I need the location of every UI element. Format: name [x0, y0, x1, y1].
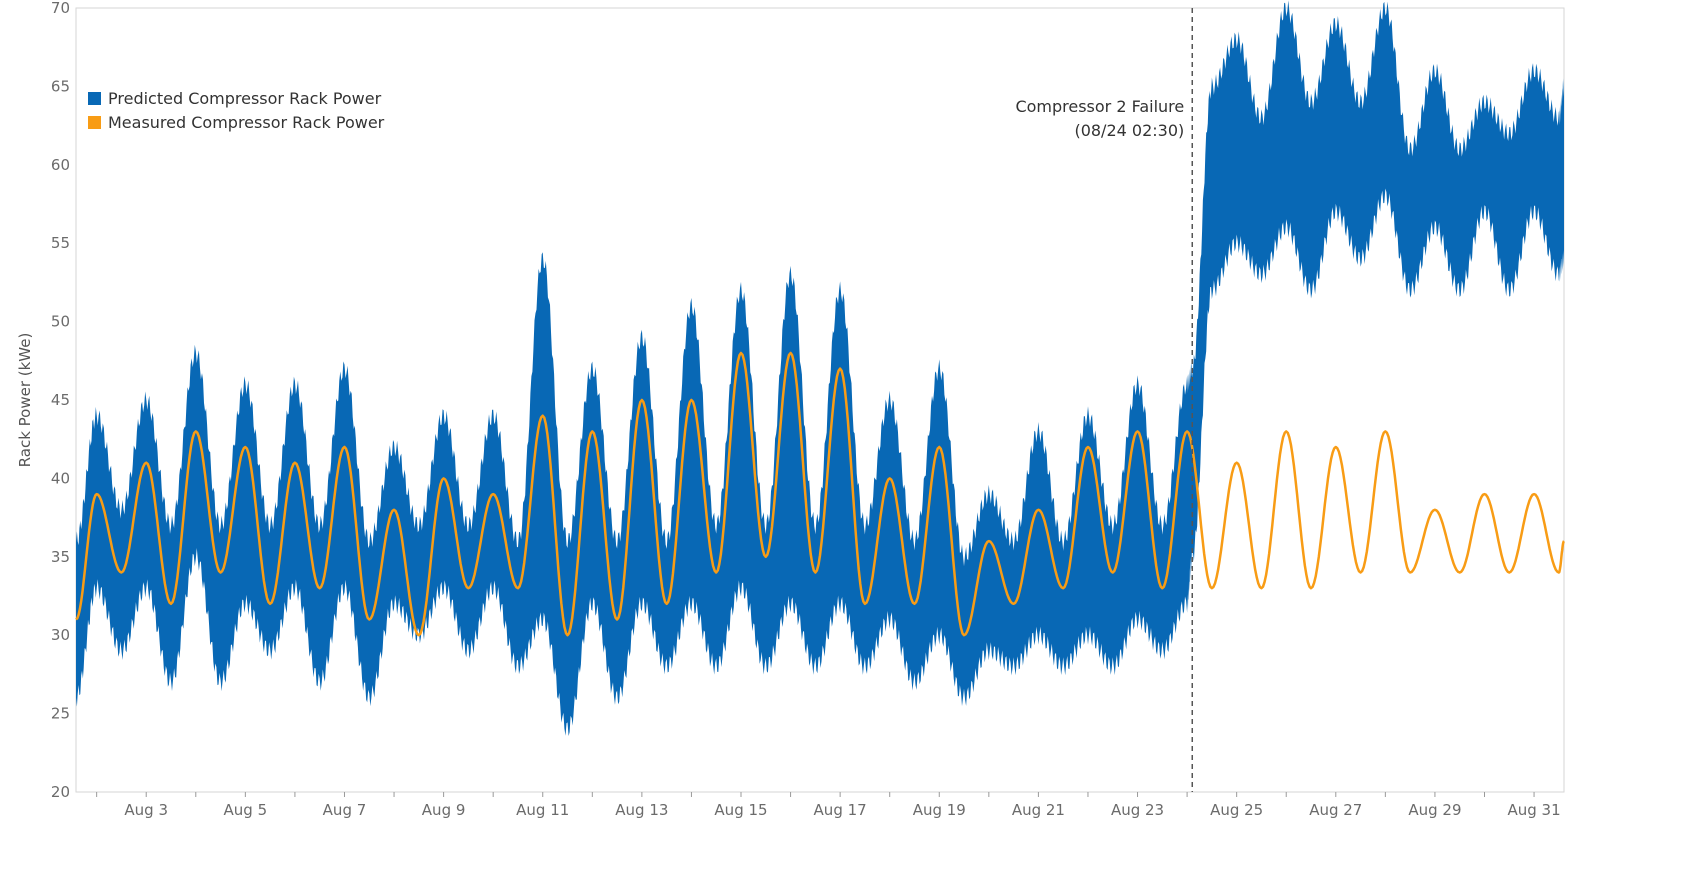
failure-annotation: Compressor 2 Failure (08/24 02:30): [1015, 8, 1194, 792]
x-tick-label: Aug 15: [714, 801, 767, 819]
x-tick-label: Aug 27: [1309, 801, 1362, 819]
y-tick-label: 65: [51, 77, 70, 95]
y-tick-label: 50: [51, 313, 70, 331]
x-tick-label: Aug 13: [615, 801, 668, 819]
y-tick-label: 60: [51, 156, 70, 174]
x-tick-label: Aug 5: [224, 801, 268, 819]
legend-label-predicted: Predicted Compressor Rack Power: [108, 89, 382, 108]
legend-swatch-predicted: [88, 92, 101, 105]
x-tick-label: Aug 3: [124, 801, 168, 819]
failure-annotation-time: (08/24 02:30): [1074, 121, 1184, 140]
x-tick-label: Aug 11: [516, 801, 569, 819]
x-tick-label: Aug 31: [1507, 801, 1560, 819]
y-axis: 20 25 30 35 40 45 50 55 60 65 70: [51, 0, 70, 801]
x-tick-label: Aug 17: [814, 801, 867, 819]
measured-power-line: [75, 351, 1565, 637]
failure-annotation-title: Compressor 2 Failure: [1015, 97, 1184, 116]
legend: Predicted Compressor Rack Power Measured…: [88, 89, 385, 132]
x-tick-label: Aug 9: [422, 801, 466, 819]
y-tick-label: 40: [51, 469, 70, 487]
y-tick-label: 55: [51, 234, 70, 252]
y-tick-label: 45: [51, 391, 70, 409]
legend-swatch-measured: [88, 116, 101, 129]
y-tick-label: 70: [51, 0, 70, 17]
y-axis-title: Rack Power (kWe): [16, 333, 34, 468]
x-tick-label: Aug 7: [323, 801, 367, 819]
x-axis: Aug 3 Aug 5 Aug 7 Aug 9 Aug 11 Aug 13 Aug 15 Au…: [96, 792, 1561, 819]
legend-label-measured: Measured Compressor Rack Power: [108, 113, 385, 132]
y-tick-label: 35: [51, 548, 70, 566]
x-tick-label: Aug 21: [1012, 801, 1065, 819]
y-tick-label: 30: [51, 626, 70, 644]
y-tick-label: 25: [51, 705, 70, 723]
x-tick-label: Aug 29: [1408, 801, 1461, 819]
x-tick-label: Aug 25: [1210, 801, 1263, 819]
x-tick-label: Aug 23: [1111, 801, 1164, 819]
x-tick-label: Aug 19: [913, 801, 966, 819]
y-tick-label: 20: [51, 783, 70, 801]
